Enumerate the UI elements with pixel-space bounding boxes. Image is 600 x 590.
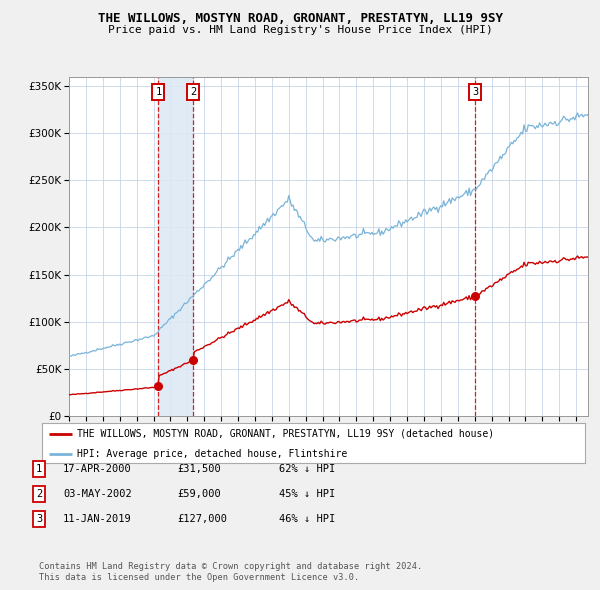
Text: 3: 3 xyxy=(36,514,42,523)
Text: THE WILLOWS, MOSTYN ROAD, GRONANT, PRESTATYN, LL19 9SY (detached house): THE WILLOWS, MOSTYN ROAD, GRONANT, PREST… xyxy=(77,429,494,439)
Text: 2: 2 xyxy=(190,87,196,97)
Text: This data is licensed under the Open Government Licence v3.0.: This data is licensed under the Open Gov… xyxy=(39,572,359,582)
Text: THE WILLOWS, MOSTYN ROAD, GRONANT, PRESTATYN, LL19 9SY: THE WILLOWS, MOSTYN ROAD, GRONANT, PREST… xyxy=(97,12,503,25)
Text: Contains HM Land Registry data © Crown copyright and database right 2024.: Contains HM Land Registry data © Crown c… xyxy=(39,562,422,571)
Text: 11-JAN-2019: 11-JAN-2019 xyxy=(63,514,132,523)
Text: 1: 1 xyxy=(155,87,161,97)
Text: 46% ↓ HPI: 46% ↓ HPI xyxy=(279,514,335,523)
Text: 3: 3 xyxy=(472,87,478,97)
Text: HPI: Average price, detached house, Flintshire: HPI: Average price, detached house, Flin… xyxy=(77,449,347,459)
Text: 1: 1 xyxy=(36,464,42,474)
Text: 17-APR-2000: 17-APR-2000 xyxy=(63,464,132,474)
Text: Price paid vs. HM Land Registry's House Price Index (HPI): Price paid vs. HM Land Registry's House … xyxy=(107,25,493,35)
Text: 03-MAY-2002: 03-MAY-2002 xyxy=(63,489,132,499)
Text: 2: 2 xyxy=(36,489,42,499)
Text: £31,500: £31,500 xyxy=(177,464,221,474)
Text: £127,000: £127,000 xyxy=(177,514,227,523)
Text: 62% ↓ HPI: 62% ↓ HPI xyxy=(279,464,335,474)
Text: 45% ↓ HPI: 45% ↓ HPI xyxy=(279,489,335,499)
Text: £59,000: £59,000 xyxy=(177,489,221,499)
Bar xyxy=(158,77,193,416)
